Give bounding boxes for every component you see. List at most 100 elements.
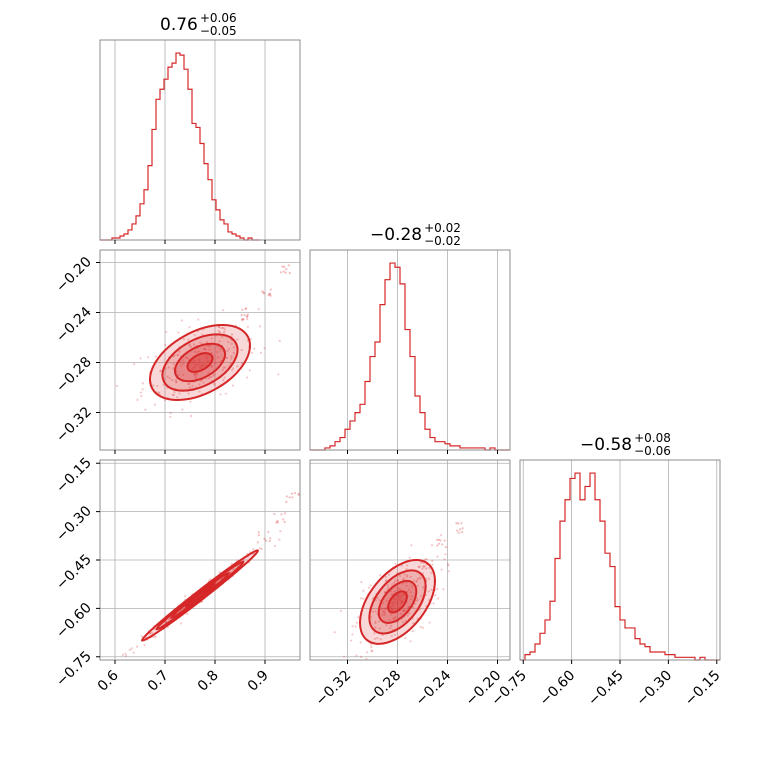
sample-point	[231, 367, 235, 370]
sample-point	[392, 597, 396, 600]
sample-point	[171, 378, 174, 382]
sample-point	[430, 588, 433, 592]
sample-point	[140, 635, 143, 638]
sample-point	[422, 565, 425, 568]
sample-point	[277, 373, 280, 376]
sample-point	[390, 593, 394, 596]
sample-point	[250, 351, 253, 355]
sample-point	[355, 654, 358, 657]
sample-point	[248, 369, 251, 372]
sample-point	[156, 384, 159, 387]
sample-point	[257, 531, 260, 534]
sample-point	[159, 369, 163, 372]
histogram-p2	[310, 262, 510, 451]
x-tick-label-p3: −0.15	[682, 668, 724, 710]
sample-point	[419, 625, 422, 629]
sample-point	[278, 538, 281, 541]
sample-point	[288, 271, 291, 275]
sample-point	[287, 264, 290, 267]
sample-point	[195, 373, 199, 376]
sample-point	[392, 617, 395, 620]
sample-point	[411, 630, 415, 633]
sample-point	[208, 344, 211, 348]
sample-point	[162, 383, 165, 386]
sample-point	[415, 597, 419, 600]
sample-point	[409, 597, 412, 601]
sample-point	[385, 575, 388, 579]
sample-point	[394, 562, 397, 566]
sample-point	[140, 394, 143, 398]
sample-point	[391, 583, 394, 586]
sample-point	[369, 584, 372, 587]
sample-point	[231, 369, 234, 372]
sample-point	[226, 349, 229, 353]
sample-point	[246, 376, 249, 379]
sample-point	[165, 330, 168, 334]
sample-point	[193, 372, 196, 376]
sample-point	[436, 544, 439, 547]
sample-point	[193, 359, 196, 362]
sample-point	[169, 412, 172, 415]
y-tick-label-p3: −0.45	[53, 552, 95, 594]
sample-point	[393, 598, 397, 601]
sample-point	[457, 531, 460, 534]
x-tick-label-p3: −0.60	[537, 668, 579, 710]
sample-point	[221, 369, 224, 372]
ticks-layer	[96, 240, 718, 664]
sample-point	[391, 604, 394, 607]
sample-point	[407, 612, 411, 615]
sample-point	[378, 574, 382, 577]
sample-point	[124, 652, 127, 655]
sample-point	[201, 333, 204, 336]
sample-point	[188, 343, 191, 346]
sample-point	[389, 590, 392, 593]
sample-point	[187, 392, 190, 395]
sample-point	[227, 340, 230, 344]
sample-point	[351, 625, 354, 628]
sample-point	[240, 313, 243, 317]
sample-point	[213, 383, 216, 386]
sample-point	[210, 364, 214, 368]
sample-point	[179, 361, 182, 364]
sample-point	[236, 338, 239, 341]
sample-point	[417, 565, 420, 569]
sample-point	[154, 355, 157, 358]
sample-point	[230, 357, 233, 360]
sample-point	[245, 307, 248, 310]
sample-point	[435, 587, 439, 591]
sample-point	[157, 391, 160, 394]
sample-point	[185, 612, 189, 616]
sample-point	[402, 609, 405, 612]
sample-point	[212, 374, 215, 377]
sample-point	[188, 344, 192, 347]
title-p2-minus: −0.02	[424, 234, 461, 248]
sample-point	[407, 606, 410, 609]
sample-point	[152, 384, 155, 387]
sample-point	[390, 624, 393, 627]
sample-point	[405, 564, 408, 567]
sample-point	[189, 400, 192, 403]
sample-point	[257, 308, 260, 311]
sample-point	[420, 561, 423, 564]
sample-point	[439, 539, 442, 542]
sample-point	[383, 607, 386, 610]
title-p1-plus: +0.06	[200, 11, 237, 25]
sample-point	[376, 596, 379, 600]
sample-point	[220, 327, 223, 330]
sample-point	[198, 383, 201, 386]
sample-point	[420, 594, 423, 598]
sample-point	[461, 527, 464, 530]
sample-point	[223, 328, 226, 331]
sample-point	[401, 600, 404, 603]
sample-point	[210, 375, 213, 379]
sample-point	[401, 593, 404, 596]
sample-point	[401, 600, 404, 604]
sample-point	[288, 496, 291, 499]
sample-point	[391, 609, 394, 612]
sample-point	[405, 581, 408, 584]
sample-point	[178, 392, 181, 395]
sample-point	[397, 598, 401, 601]
sample-point	[407, 588, 411, 591]
sample-point	[263, 537, 266, 540]
panel-frame	[309, 459, 511, 661]
